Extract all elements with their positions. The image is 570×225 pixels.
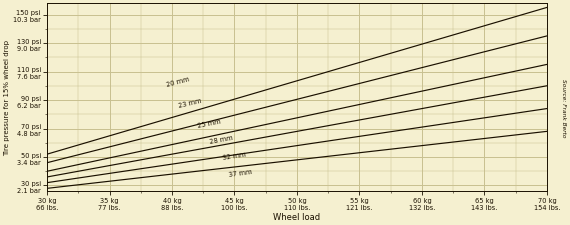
Text: 28 mm: 28 mm — [210, 134, 234, 144]
Text: 23 mm: 23 mm — [178, 98, 202, 109]
Text: 37 mm: 37 mm — [228, 169, 253, 177]
Y-axis label: Tire pressure for 15% wheel drop: Tire pressure for 15% wheel drop — [4, 40, 10, 155]
X-axis label: Wheel load: Wheel load — [274, 212, 320, 221]
Text: 32 mm: 32 mm — [222, 151, 246, 161]
Text: Source: Frank Berto: Source: Frank Berto — [561, 79, 566, 137]
Text: 25 mm: 25 mm — [197, 118, 221, 128]
Text: 20 mm: 20 mm — [166, 76, 190, 88]
